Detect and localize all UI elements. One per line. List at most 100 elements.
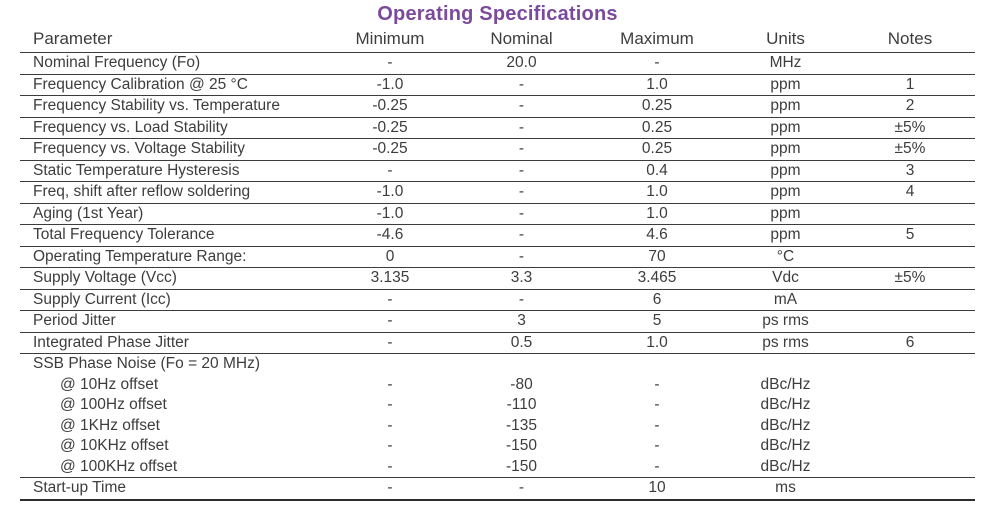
- cell-max: -: [654, 437, 660, 455]
- cell-min: -1.0: [325, 203, 455, 225]
- cell-min: -: [387, 396, 393, 414]
- cell-notes: 6: [845, 332, 975, 354]
- table-row: @ 1KHz offset - -135 - dBc/Hz: [20, 416, 975, 437]
- cell-units: °C: [726, 246, 845, 268]
- table-row: Integrated Phase Jitter -0.5 1.0 ps rms 6: [20, 332, 975, 354]
- cell-param: @ 100Hz offset: [60, 396, 167, 414]
- cell-min: -: [325, 160, 455, 182]
- cell-notes: [845, 289, 975, 311]
- cell-max: 4.6: [588, 224, 726, 247]
- cell-nom: -150: [455, 456, 588, 478]
- cell-notes: [845, 416, 975, 437]
- cell-min: -: [325, 310, 455, 333]
- cell-nom: -: [455, 246, 588, 268]
- table-row: @ 10Hz offset - -80 - dBc/Hz: [20, 375, 975, 396]
- cell-units: ppm: [726, 181, 845, 204]
- cell-max: 1.0: [588, 203, 726, 225]
- cell-notes: ±5%: [845, 138, 975, 161]
- cell-notes: 3: [845, 160, 975, 182]
- cell-notes: [845, 203, 975, 225]
- cell-nom: -: [455, 477, 588, 501]
- cell-units: ppm: [726, 160, 845, 182]
- cell-units: ppm: [726, 95, 845, 118]
- cell-param: Static Temperature Hysteresis: [20, 160, 325, 182]
- table-row: Total Frequency Tolerance -4.6-4.6 ppm 5: [20, 224, 975, 247]
- table-row: Nominal Frequency (Fo) -20.0- MHz: [20, 52, 975, 75]
- cell-units: MHz: [726, 52, 845, 75]
- cell-min: -: [325, 332, 455, 354]
- cell-param: Frequency Stability vs. Temperature: [20, 95, 325, 118]
- section-header-row: SSB Phase Noise (Fo = 20 MHz): [20, 354, 975, 375]
- cell-units: dBc/Hz: [760, 396, 811, 414]
- cell-param: Frequency Calibration @ 25 °C: [20, 74, 325, 96]
- cell-param: Frequency vs. Load Stability: [20, 117, 325, 139]
- cell-units: ppm: [726, 74, 845, 96]
- cell-units: ppm: [726, 117, 845, 139]
- cell-min: 0: [325, 246, 455, 268]
- cell-param: Frequency vs. Voltage Stability: [20, 138, 325, 161]
- cell-notes: 4: [845, 181, 975, 204]
- cell-units: Vdc: [726, 267, 845, 290]
- cell-min: -: [387, 375, 393, 393]
- cell-nom: -: [455, 95, 588, 118]
- header-row: Parameter Minimum Nominal Maximum Units Notes: [20, 28, 975, 53]
- cell-param: Integrated Phase Jitter: [20, 332, 325, 354]
- cell-param: @ 10Hz offset: [60, 375, 159, 393]
- cell-units: ppm: [726, 224, 845, 247]
- spec-table-body: Nominal Frequency (Fo) -20.0- MHz Frequency…: [20, 52, 975, 501]
- cell-param: @ 10KHz offset: [60, 437, 169, 455]
- column-header-maximum: Maximum: [588, 28, 726, 53]
- cell-min: -0.25: [325, 117, 455, 139]
- cell-units: dBc/Hz: [760, 416, 811, 434]
- cell-min: -4.6: [325, 224, 455, 247]
- cell-notes: [845, 246, 975, 268]
- cell-notes: [845, 436, 975, 457]
- cell-max: 70: [588, 246, 726, 268]
- cell-notes: [845, 456, 975, 478]
- cell-min: -: [325, 289, 455, 311]
- cell-units: ppm: [726, 203, 845, 225]
- table-row: Aging (1st Year) -1.0-1.0 ppm: [20, 203, 975, 225]
- cell-min: -1.0: [325, 181, 455, 204]
- cell-max: 3.465: [588, 267, 726, 290]
- cell-max: 0.4: [588, 160, 726, 182]
- table-row: Frequency vs. Load Stability -0.25-0.25 pp…: [20, 117, 975, 139]
- cell-nom: -: [455, 289, 588, 311]
- column-header-nominal: Nominal: [455, 28, 588, 53]
- cell-max: 6: [588, 289, 726, 311]
- table-row: Start-up Time - -10 ms: [20, 477, 975, 501]
- cell-param: Supply Voltage (Vcc): [20, 267, 325, 290]
- cell-notes: [845, 375, 975, 396]
- cell-param: Period Jitter: [20, 310, 325, 333]
- cell-min: [325, 354, 455, 375]
- cell-nom: 20.0: [455, 52, 588, 75]
- cell-nom: -: [455, 181, 588, 204]
- cell-max: 0.25: [588, 95, 726, 118]
- cell-min: -1.0: [325, 74, 455, 96]
- cell-min: -0.25: [325, 95, 455, 118]
- column-header-minimum: Minimum: [325, 28, 455, 53]
- cell-min: -: [387, 437, 393, 455]
- cell-max: 0.25: [588, 138, 726, 161]
- cell-units: ps rms: [726, 310, 845, 333]
- page-title: Operating Specifications: [377, 3, 618, 25]
- cell-param: @ 100KHz offset: [20, 456, 325, 478]
- cell-units: mA: [726, 289, 845, 311]
- cell-min: -: [325, 477, 455, 501]
- column-header-units: Units: [726, 28, 845, 53]
- cell-min: 3.135: [325, 267, 455, 290]
- cell-max: -: [654, 375, 660, 393]
- cell-nom: -: [455, 224, 588, 247]
- cell-nom: -135: [505, 416, 538, 434]
- cell-notes: ±5%: [845, 117, 975, 139]
- cell-units: [726, 354, 845, 375]
- cell-nom: -80: [510, 375, 533, 393]
- cell-max: 1.0: [588, 332, 726, 354]
- cell-notes: [845, 477, 975, 501]
- cell-min: -0.25: [325, 138, 455, 161]
- table-row: Frequency Stability vs. Temperature -0.25…: [20, 95, 975, 118]
- cell-max: 1.0: [588, 74, 726, 96]
- table-row: Period Jitter -3 5 ps rms: [20, 310, 975, 333]
- cell-nom: 3: [455, 310, 588, 333]
